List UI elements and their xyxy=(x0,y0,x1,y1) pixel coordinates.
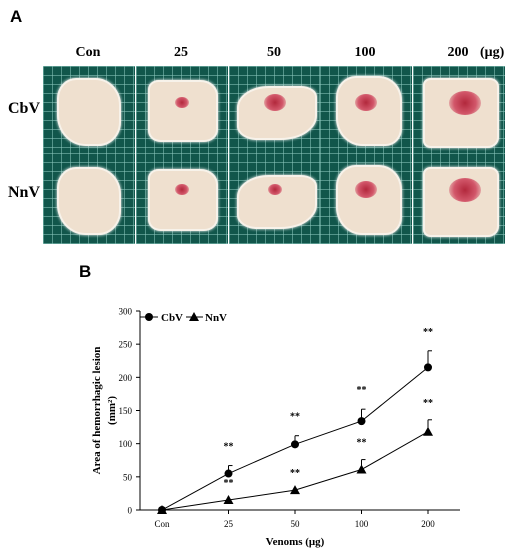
column-label-100: 100 xyxy=(354,45,376,60)
data-point-nnv xyxy=(423,426,433,436)
skin-photo-nnv-200 xyxy=(413,153,505,244)
legend-marker-cbv xyxy=(145,313,153,321)
legend-label-nnv: NnV xyxy=(205,312,227,324)
x-tick-label: 50 xyxy=(291,519,301,529)
skin-sample xyxy=(237,175,317,229)
hemorrhagic-lesion xyxy=(264,94,286,112)
significance-marker: ** xyxy=(224,478,234,489)
data-point-nnv xyxy=(157,505,167,514)
skin-sample xyxy=(148,169,218,231)
panel-b-label: B xyxy=(79,262,92,281)
series-line-cbv xyxy=(161,366,429,511)
x-tick-label: Con xyxy=(154,519,170,529)
column-label-200: 200 xyxy=(447,45,469,60)
significance-marker: ** xyxy=(423,327,433,338)
skin-photo-nnv-con xyxy=(43,153,135,244)
significance-marker: ** xyxy=(357,438,367,449)
hemorrhagic-lesion xyxy=(449,90,481,115)
skin-sample xyxy=(336,165,402,235)
significance-marker: ** xyxy=(357,385,367,396)
skin-photo-nnv-50 xyxy=(229,153,321,244)
hemorrhagic-lesion xyxy=(355,94,377,112)
skin-photo-cbv-200 xyxy=(413,66,505,157)
data-point-cbv xyxy=(158,506,166,514)
y-tick-label: 250 xyxy=(119,340,133,350)
y-axis-title: Area of hemorrhagic lesion xyxy=(91,347,103,475)
data-point-cbv xyxy=(357,417,366,426)
data-point-nnv xyxy=(356,464,367,474)
panel-a-label: A xyxy=(10,7,23,26)
column-label-50: 50 xyxy=(267,45,281,60)
data-point-cbv xyxy=(291,440,299,449)
skin-photo-cbv-100 xyxy=(320,66,412,157)
x-tick-label: 25 xyxy=(224,519,234,529)
skin-sample xyxy=(336,76,402,146)
significance-marker: ** xyxy=(290,412,300,423)
data-point-nnv xyxy=(290,485,300,495)
skin-sample xyxy=(57,167,121,235)
row-label-cbv: CbV xyxy=(8,100,41,117)
x-axis-title: Venoms (μg) xyxy=(266,536,325,548)
series-line-nnv xyxy=(161,431,429,511)
skin-sample xyxy=(57,78,121,146)
hemorrhagic-lesion xyxy=(175,184,189,196)
significance-marker: ** xyxy=(290,468,300,479)
significance-marker: ** xyxy=(423,398,433,409)
skin-photo-nnv-25 xyxy=(136,153,228,244)
row-label-nnv: NnV xyxy=(8,184,41,201)
significance-marker: ** xyxy=(224,442,234,453)
y-tick-label: 50 xyxy=(123,472,133,482)
hemorrhagic-lesion xyxy=(355,181,377,199)
hemorrhagic-lesion xyxy=(175,97,189,109)
column-label-con: Con xyxy=(75,45,101,60)
skin-photo-cbv-con xyxy=(43,66,135,157)
skin-photo-cbv-50 xyxy=(229,66,321,157)
y-tick-label: 150 xyxy=(119,406,133,416)
hemorrhagic-lesion xyxy=(449,177,481,202)
y-tick-label: 300 xyxy=(119,307,133,317)
legend-label-cbv: CbV xyxy=(161,312,183,324)
data-point-cbv xyxy=(424,363,432,372)
hemorrhagic-lesion xyxy=(268,184,282,196)
dose-unit-label: (μg) xyxy=(480,45,505,60)
y-axis-title-unit: (mm²) xyxy=(106,396,118,425)
data-point-nnv xyxy=(223,495,234,505)
x-tick-label: 100 xyxy=(355,519,369,529)
legend-marker-nnv xyxy=(189,312,199,321)
x-tick-label: 200 xyxy=(421,519,435,529)
y-tick-label: 100 xyxy=(119,439,133,449)
skin-sample xyxy=(237,86,317,140)
skin-photo-nnv-100 xyxy=(320,153,412,244)
y-tick-label: 200 xyxy=(119,373,133,383)
skin-sample xyxy=(148,80,218,142)
data-point-cbv xyxy=(224,469,233,478)
skin-photo-cbv-25 xyxy=(136,66,228,157)
column-label-25: 25 xyxy=(174,45,188,60)
y-tick-label: 0 xyxy=(128,506,133,516)
